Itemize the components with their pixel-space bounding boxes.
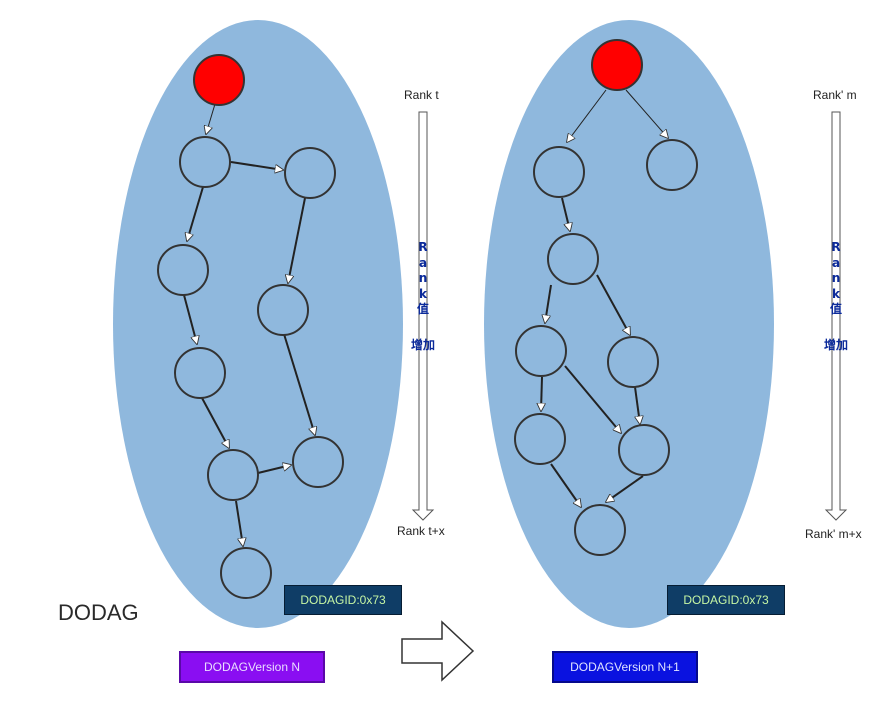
graph-node: [607, 336, 659, 388]
rank-arrow-right: [824, 111, 848, 521]
root-node: [193, 54, 245, 106]
axis-char: k: [419, 286, 427, 301]
rank-axis-text-right: R a n k 值: [826, 240, 846, 318]
graph-node: [618, 424, 670, 476]
graph-node: [533, 146, 585, 198]
edge: [545, 284, 552, 323]
axis-char: R: [418, 240, 428, 254]
rank-top-label-left: Rank t: [404, 88, 439, 102]
graph-node: [220, 547, 272, 599]
graph-node: [174, 347, 226, 399]
edge: [288, 197, 306, 283]
edge: [550, 463, 581, 507]
rank-increase-label-right: 增加: [823, 338, 848, 352]
dodag-title: DODAG: [58, 600, 139, 625]
edge: [206, 103, 216, 134]
edge: [541, 376, 542, 411]
axis-char: n: [831, 271, 841, 285]
edge: [596, 274, 630, 335]
rank-bottom-label-left: Rank t+x: [397, 524, 445, 538]
axis-char: a: [418, 255, 428, 270]
edge: [634, 386, 640, 424]
edge: [564, 365, 621, 433]
transition-arrow: [401, 620, 475, 682]
dodagid-box-left: DODAGID:0x73: [284, 585, 402, 615]
axis-char: a: [831, 255, 841, 270]
rank-increase-label-left: 增加: [410, 338, 435, 352]
edge: [561, 197, 570, 231]
edge: [606, 475, 644, 502]
axis-char: 值: [829, 302, 842, 316]
edge: [625, 89, 668, 138]
dodagid-box-right: DODAGID:0x73: [667, 585, 785, 615]
edge: [283, 333, 315, 435]
graph-node: [646, 139, 698, 191]
edge: [187, 186, 204, 241]
axis-char: R: [831, 240, 841, 254]
edge: [201, 397, 229, 448]
graph-node: [179, 136, 231, 188]
graph-node: [515, 325, 567, 377]
edge: [257, 465, 291, 474]
graph-node: [257, 284, 309, 336]
edge: [235, 500, 243, 546]
graph-node: [284, 147, 336, 199]
dodag-ellipse-left: [113, 20, 403, 628]
axis-char: k: [832, 286, 840, 301]
graph-node: [292, 436, 344, 488]
root-node: [591, 39, 643, 91]
rank-top-label-right: Rank' m: [813, 88, 857, 102]
dodag-version-n1-box: DODAGVersion N+1: [552, 651, 698, 683]
edge: [230, 161, 283, 170]
axis-char: 值: [416, 302, 429, 316]
dodag-ellipse-right: [484, 20, 774, 628]
graph-node: [157, 244, 209, 296]
graph-node: [574, 504, 626, 556]
graph-node: [207, 449, 259, 501]
edge: [567, 89, 607, 142]
axis-char: n: [418, 271, 428, 285]
rank-axis-text-left: R a n k 值: [413, 240, 433, 318]
rank-arrow-left: [411, 111, 435, 521]
graph-node: [547, 233, 599, 285]
dodag-version-n-box: DODAGVersion N: [179, 651, 325, 683]
edge: [183, 294, 197, 344]
graph-node: [514, 413, 566, 465]
rank-bottom-label-right: Rank' m+x: [805, 527, 862, 541]
